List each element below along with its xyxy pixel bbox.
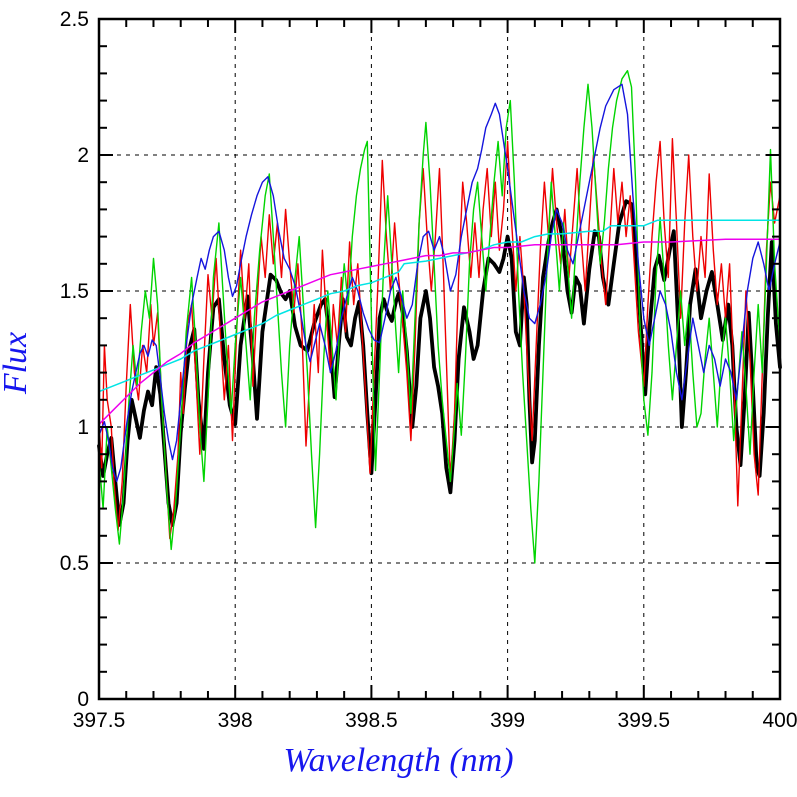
magenta-continuum-line: [98, 238, 781, 426]
red-spectrum-line: [98, 137, 781, 540]
y-tick-label: 0.5: [60, 552, 89, 575]
x-tick-label: 398.5: [345, 709, 398, 732]
x-tick-label: 398: [218, 709, 253, 732]
y-axis-title: Flux: [0, 331, 34, 395]
x-tick-label: 397.5: [73, 709, 126, 732]
y-tick-label: 1.5: [60, 280, 89, 303]
blue-spectrum-line: [98, 83, 781, 483]
y-tick-label: 1: [77, 416, 89, 439]
cyan-continuum-line: [98, 219, 781, 393]
x-tick-label: 399: [490, 709, 525, 732]
y-tick-label: 0: [77, 688, 89, 711]
y-tick-label: 2: [77, 144, 89, 167]
x-axis-title: Wavelength (nm): [283, 742, 514, 779]
x-tick-label: 399.5: [618, 709, 671, 732]
y-tick-label: 2.5: [60, 8, 89, 31]
x-tick-label: 400: [762, 709, 797, 732]
plot-border: [97, 17, 782, 701]
